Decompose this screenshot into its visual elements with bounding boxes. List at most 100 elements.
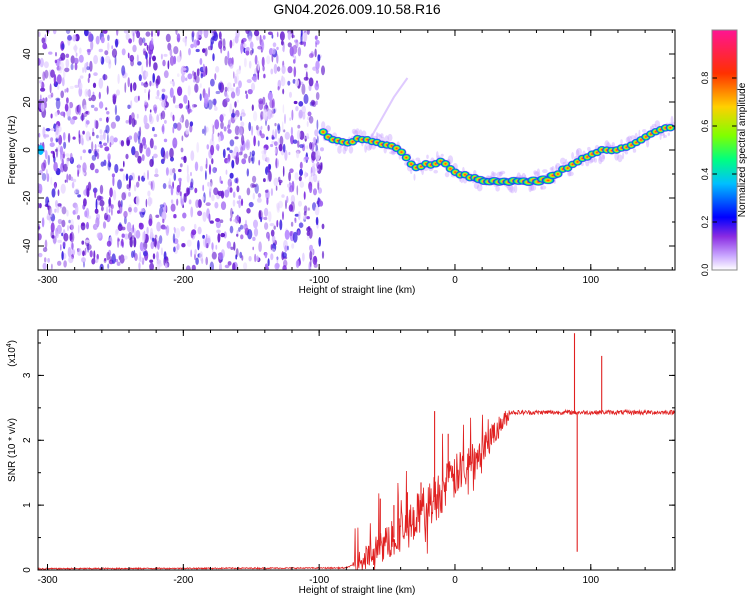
- y-tick-label: 3: [22, 372, 33, 378]
- noise-speckle: [229, 187, 233, 193]
- signal-halo: [651, 123, 657, 128]
- noise-speckle: [211, 36, 216, 41]
- noise-speckle: [259, 130, 262, 136]
- noise-speckle: [172, 168, 176, 174]
- noise-speckle: [107, 160, 111, 171]
- noise-speckle: [94, 258, 99, 264]
- noise-speckle: [102, 30, 108, 34]
- noise-speckle: [100, 56, 105, 65]
- noise-speckle: [236, 233, 239, 237]
- noise-speckle: [232, 262, 236, 270]
- noise-speckle: [50, 113, 53, 119]
- noise-speckle: [94, 188, 97, 199]
- noise-speckle: [314, 168, 319, 172]
- noise-speckle: [169, 48, 173, 57]
- noise-speckle: [306, 216, 310, 220]
- signal-halo: [440, 153, 444, 157]
- noise-speckle: [117, 210, 121, 214]
- noise-speckle: [190, 43, 195, 49]
- noise-speckle: [270, 143, 274, 148]
- noise-speckle: [48, 202, 50, 206]
- noise-speckle: [93, 250, 96, 260]
- noise-speckle: [44, 239, 48, 249]
- spectrogram-x-label: Height of straight line (km): [299, 285, 416, 296]
- noise-speckle: [257, 140, 260, 147]
- noise-speckle: [38, 57, 41, 66]
- noise-speckle: [178, 168, 182, 173]
- noise-speckle: [218, 252, 224, 260]
- noise-speckle: [264, 189, 269, 193]
- noise-speckle: [66, 87, 69, 93]
- spectrogram-x-ticks: -300 -200 -100 0 100: [37, 30, 673, 286]
- noise-speckle: [307, 207, 310, 211]
- noise-speckle: [215, 218, 221, 222]
- noise-speckle: [299, 168, 303, 177]
- noise-speckle: [227, 261, 232, 266]
- noise-speckle: [99, 184, 104, 195]
- noise-speckle: [284, 113, 286, 124]
- noise-speckle: [98, 48, 104, 53]
- noise-speckle: [304, 136, 310, 140]
- noise-speckle: [184, 77, 188, 81]
- noise-speckle: [236, 99, 239, 103]
- noise-speckle: [229, 149, 233, 154]
- noise-speckle: [274, 141, 278, 147]
- noise-speckle: [231, 151, 235, 159]
- noise-speckle: [123, 30, 129, 34]
- noise-speckle: [133, 119, 137, 126]
- noise-speckle: [78, 54, 84, 63]
- noise-speckle: [282, 211, 284, 221]
- noise-speckle: [70, 55, 75, 64]
- noise-speckle: [133, 206, 138, 213]
- noise-speckle: [91, 258, 96, 265]
- noise-speckle: [230, 112, 236, 118]
- noise-speckle: [281, 121, 284, 132]
- noise-speckle: [99, 144, 103, 149]
- noise-speckle: [298, 200, 302, 207]
- signal-halo: [499, 170, 506, 175]
- signal-halo: [560, 157, 566, 165]
- noise-speckle: [106, 85, 109, 95]
- noise-speckle: [86, 66, 90, 71]
- noise-speckle: [246, 187, 251, 196]
- signal-halo: [632, 148, 637, 153]
- noise-speckle: [282, 88, 285, 95]
- noise-speckle: [131, 146, 136, 156]
- noise-speckle: [251, 184, 257, 188]
- noise-speckle: [94, 150, 98, 157]
- noise-speckle: [50, 222, 55, 233]
- noise-speckle: [85, 120, 90, 125]
- signal-halo: [659, 132, 662, 140]
- noise-speckle: [292, 231, 298, 243]
- noise-speckle: [125, 33, 130, 41]
- noise-speckle: [207, 45, 213, 51]
- noise-speckle: [311, 151, 317, 161]
- snr-frame: [37, 329, 676, 571]
- noise-speckle: [207, 235, 211, 246]
- noise-speckle: [119, 254, 125, 264]
- noise-speckle: [143, 251, 148, 257]
- noise-speckle: [260, 125, 263, 130]
- noise-speckle: [229, 172, 234, 179]
- signal-halo: [387, 133, 393, 142]
- signal-halo: [642, 129, 647, 133]
- noise-speckle: [42, 71, 46, 81]
- signal-halo: [555, 164, 558, 172]
- noise-speckle: [284, 149, 288, 161]
- noise-speckle: [99, 141, 102, 145]
- noise-speckle: [44, 150, 48, 160]
- noise-speckle: [317, 180, 320, 191]
- noise-speckle: [149, 109, 152, 113]
- noise-speckle: [229, 225, 234, 234]
- noise-speckle: [121, 226, 126, 231]
- noise-speckle: [205, 202, 211, 207]
- noise-speckle: [289, 46, 294, 57]
- noise-speckle: [291, 109, 294, 121]
- noise-speckle: [80, 134, 84, 145]
- noise-speckle: [41, 37, 46, 44]
- noise-speckle: [306, 231, 310, 237]
- noise-speckle: [226, 241, 232, 249]
- noise-speckle: [196, 142, 200, 153]
- noise-speckle: [94, 107, 98, 112]
- noise-speckle: [252, 73, 258, 83]
